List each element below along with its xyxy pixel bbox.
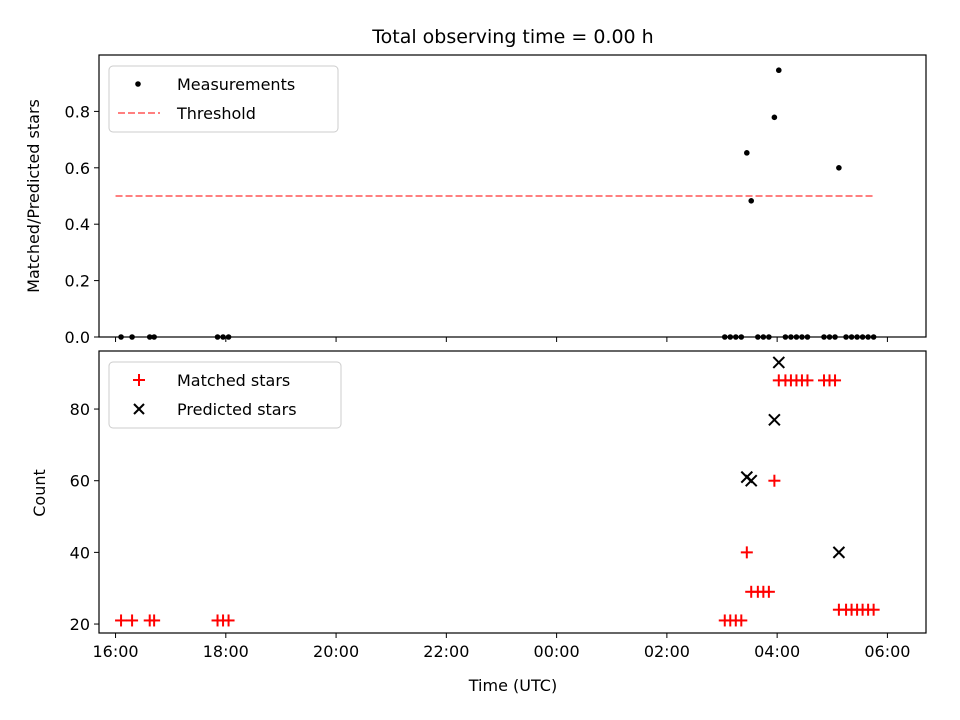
legend-matched-label: Matched stars xyxy=(177,371,290,390)
measurement-point xyxy=(782,334,789,340)
measurement-point xyxy=(118,334,124,340)
matched-stars-point xyxy=(768,474,781,487)
measurement-point xyxy=(727,334,734,340)
measurement-point xyxy=(848,334,855,340)
measurement-point xyxy=(788,334,794,340)
measurement-point xyxy=(721,334,728,340)
legend-matched-marker xyxy=(133,374,145,386)
legend-measurements-label: Measurements xyxy=(177,75,295,94)
y-tick-label: 0.8 xyxy=(65,102,90,121)
predicted-stars-point xyxy=(772,356,786,369)
top-legend: Measurements Threshold xyxy=(108,65,339,133)
x-tick-label: 04:00 xyxy=(754,642,800,661)
legend-measurements-marker xyxy=(135,81,141,87)
measurement-point xyxy=(738,334,745,340)
y-tick-label: 0.0 xyxy=(65,328,90,347)
x-tick-label: 00:00 xyxy=(534,642,580,661)
x-tick-label: 06:00 xyxy=(864,642,910,661)
top-y-axis-label: Matched/Predicted stars xyxy=(24,99,43,293)
measurement-point xyxy=(129,334,135,340)
matched-stars-point xyxy=(867,603,880,616)
predicted-stars-point xyxy=(745,474,758,487)
bottom-legend-box xyxy=(108,361,342,429)
measurement-point xyxy=(225,334,232,340)
measurement-point xyxy=(859,334,866,340)
matched-stars-point xyxy=(115,614,128,627)
x-tick-label: 20:00 xyxy=(313,642,359,661)
y-tick-label: 80 xyxy=(70,400,90,419)
y-tick-label: 0.2 xyxy=(65,272,90,291)
x-tick-label: 16:00 xyxy=(92,642,138,661)
x-tick-label: 22:00 xyxy=(423,642,469,661)
matched-stars-point xyxy=(222,614,235,627)
top-panel: Total observing time = 0.00 h 0.0 0.2 0.4 0… xyxy=(24,26,927,347)
matched-stars-point xyxy=(126,614,139,627)
measurement-point xyxy=(220,334,226,340)
y-tick-label: 0.6 xyxy=(65,159,90,178)
matched-stars-point xyxy=(148,614,161,627)
measurement-point xyxy=(832,334,838,340)
measurement-point xyxy=(826,334,833,340)
y-tick-label: 20 xyxy=(70,615,90,634)
bottom-legend: Matched stars Predicted stars xyxy=(108,361,342,429)
measurement-point xyxy=(766,334,772,340)
measurement-point xyxy=(146,334,153,340)
x-axis-label: Time (UTC) xyxy=(468,676,557,695)
measurement-point xyxy=(821,334,827,340)
measurement-point xyxy=(214,334,221,340)
bottom-plot-frame xyxy=(98,350,927,634)
measurement-point xyxy=(744,150,750,156)
measurement-point xyxy=(755,334,761,340)
y-tick-label: 40 xyxy=(70,543,90,562)
measurement-point xyxy=(775,67,782,74)
measurement-point xyxy=(870,334,877,340)
legend-predicted-marker xyxy=(133,403,145,415)
measurement-point xyxy=(865,334,871,340)
measurement-point xyxy=(836,165,842,171)
measurement-point xyxy=(732,334,739,340)
matched-stars-point xyxy=(735,614,748,627)
predicted-stars-point xyxy=(768,413,781,427)
matched-stars-point xyxy=(829,374,842,387)
measurement-point xyxy=(804,334,811,340)
matched-stars-point xyxy=(801,374,814,387)
measurement-point xyxy=(760,334,767,340)
chart-title: Total observing time = 0.00 h xyxy=(371,26,653,48)
measurement-point xyxy=(151,334,157,340)
measurement-point xyxy=(843,334,849,340)
matched-stars-point xyxy=(740,546,753,559)
bottom-y-axis-label: Count xyxy=(30,469,49,517)
legend-predicted-label: Predicted stars xyxy=(177,400,297,419)
measurement-point xyxy=(771,114,778,121)
y-tick-label: 60 xyxy=(70,472,90,491)
predicted-stars-point xyxy=(832,546,846,559)
bottom-panel: 16:00 18:00 20:00 22:00 00:00 02:00 04:00 06:00… xyxy=(30,350,927,695)
measurement-point xyxy=(793,334,800,340)
measurement-point xyxy=(854,334,860,340)
x-tick-label: 18:00 xyxy=(203,642,249,661)
matched-stars-point xyxy=(762,585,775,598)
x-tick-label: 02:00 xyxy=(644,642,690,661)
y-tick-label: 0.4 xyxy=(65,215,90,234)
measurement-point xyxy=(799,334,805,340)
top-legend-box xyxy=(108,65,339,133)
legend-threshold-label: Threshold xyxy=(176,104,256,123)
measurement-point xyxy=(748,197,755,204)
top-plot-frame xyxy=(98,54,927,338)
